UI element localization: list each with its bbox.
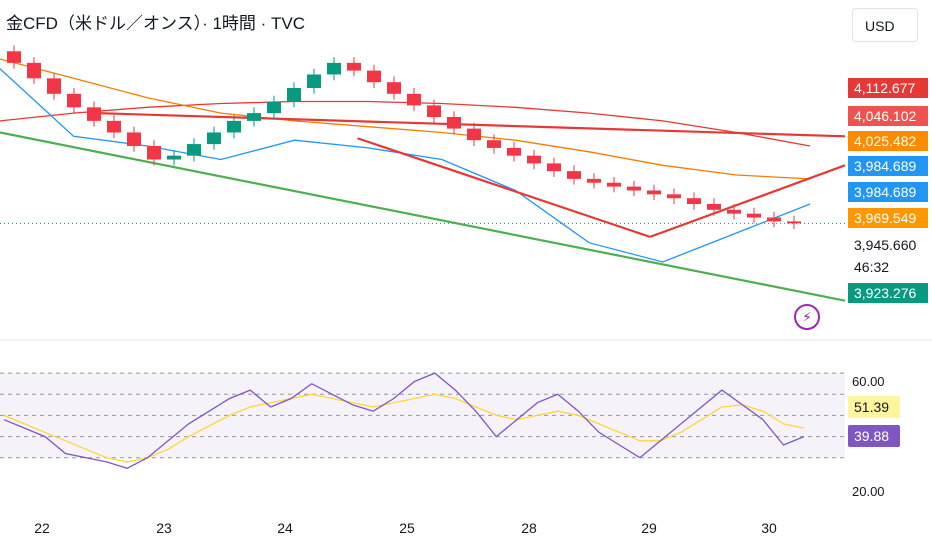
price-tag: 3,923.276: [848, 283, 928, 303]
candle: [687, 198, 701, 204]
trendline: [357, 137, 651, 238]
rsi-ma-line: [3, 393, 805, 463]
overlay-line: [0, 100, 811, 147]
candle: [627, 186, 641, 191]
candle: [7, 51, 21, 63]
candle: [247, 113, 261, 121]
candle: [47, 78, 61, 94]
trendline: [97, 112, 846, 138]
candle: [27, 62, 41, 79]
candle: [287, 88, 301, 102]
price-tag: 3,984.689: [848, 156, 928, 176]
candle: [587, 178, 601, 183]
candle: [707, 204, 721, 210]
candle: [527, 155, 541, 164]
candle: [187, 144, 201, 156]
price-tag: 3,969.549: [848, 208, 928, 228]
price-tag: 4,112.677: [848, 78, 928, 98]
candle: [547, 163, 561, 172]
overlay-line: [0, 68, 811, 263]
candle: [567, 171, 581, 179]
rsi-value-tag: 39.88: [848, 425, 900, 447]
candle: [647, 190, 661, 195]
x-tick-label: 23: [156, 520, 172, 536]
candle: [507, 147, 521, 156]
candle: [787, 221, 801, 224]
rsi-line: [3, 372, 805, 470]
lightning-icon[interactable]: ⚡: [794, 304, 820, 330]
candle: [747, 213, 761, 218]
rsi-ma-tag: 51.39: [848, 396, 900, 418]
chart-title: 金CFD（米ドル／オンス）· 1時間 · TVC: [6, 10, 312, 38]
candle: [447, 117, 461, 129]
candle: [407, 93, 421, 106]
x-tick-label: 28: [521, 520, 537, 536]
candle: [347, 62, 361, 71]
rsi-axis-label: 60.00: [852, 374, 885, 389]
candle: [67, 93, 81, 108]
x-tick-label: 29: [641, 520, 657, 536]
candle: [127, 132, 141, 146]
price-tag: 4,046.102: [848, 106, 928, 126]
candle: [607, 182, 621, 187]
candle: [147, 146, 161, 160]
candle: [727, 209, 741, 214]
trendline: [0, 131, 846, 302]
candle: [307, 74, 321, 88]
trendline: [649, 164, 846, 238]
candle: [387, 82, 401, 94]
overlay-line: [0, 58, 811, 180]
price-tag: 3,984.689: [848, 182, 928, 202]
candle: [227, 120, 241, 133]
x-tick-label: 22: [34, 520, 50, 536]
last-price-value: 3,945.660: [854, 237, 917, 253]
currency-selector[interactable]: USD: [852, 8, 918, 42]
last-price-tag: 3,945.660 46:32: [848, 234, 928, 278]
price-tag: 4,025.482: [848, 131, 928, 151]
candle: [267, 101, 281, 114]
bar-countdown: 46:32: [854, 259, 890, 275]
candle: [87, 107, 101, 121]
candle: [767, 217, 781, 222]
candle: [167, 155, 181, 160]
candle: [487, 140, 501, 148]
candle: [427, 105, 441, 117]
x-tick-label: 30: [761, 520, 777, 536]
candle: [207, 132, 221, 145]
rsi-axis-label: 20.00: [852, 484, 885, 499]
candle: [327, 62, 341, 75]
candle: [107, 120, 121, 133]
candle: [667, 194, 681, 199]
x-tick-label: 25: [399, 520, 415, 536]
candle: [467, 128, 481, 141]
x-tick-label: 24: [277, 520, 293, 536]
candle: [367, 70, 381, 83]
rsi-band: [0, 373, 845, 458]
